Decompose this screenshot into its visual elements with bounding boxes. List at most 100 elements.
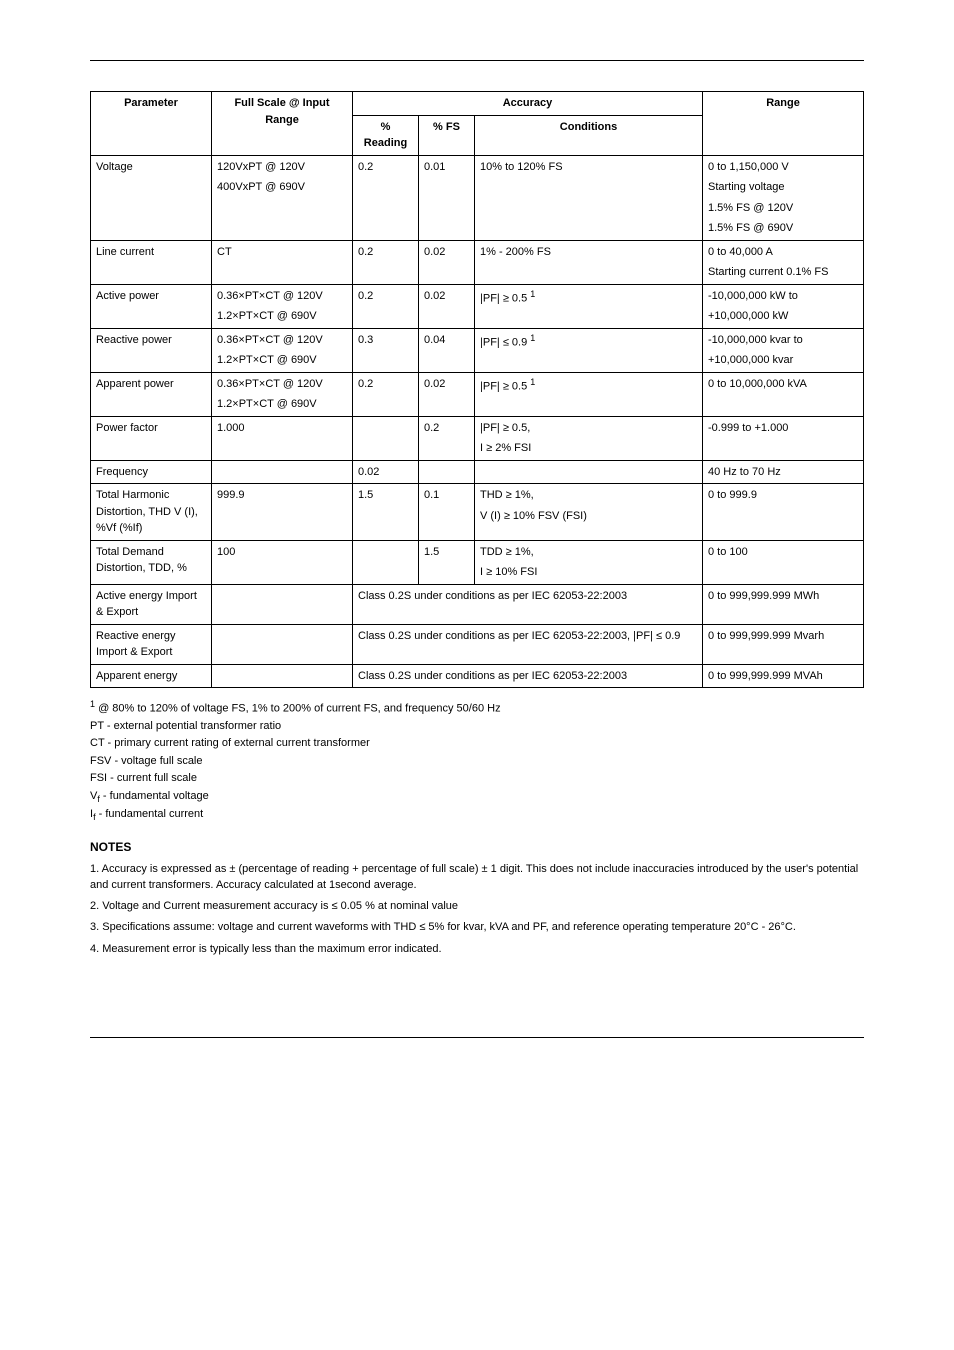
cell-pr: 0.02	[353, 460, 419, 484]
cond-line: TDD ≥ 1%,	[480, 544, 697, 561]
cell-pfs: 0.02	[419, 284, 475, 328]
fs-line: 400VxPT @ 690V	[217, 179, 347, 196]
cell-pr: 0.2	[353, 155, 419, 240]
cell-range: -0.999 to +1.000	[703, 416, 864, 460]
cell-fs	[212, 664, 353, 688]
cell-range: 0 to 999,999.999 MVAh	[703, 664, 864, 688]
cell-pr: 0.2	[353, 240, 419, 284]
row-active-power: Active power 0.36×PT×CT @ 120V 1.2×PT×CT…	[91, 284, 864, 328]
cell-fs: 0.36×PT×CT @ 120V 1.2×PT×CT @ 690V	[212, 372, 353, 416]
cell-fs: 120VxPT @ 120V 400VxPT @ 690V	[212, 155, 353, 240]
range-line: Starting current 0.1% FS	[708, 264, 858, 281]
cell-pr	[353, 540, 419, 584]
cell-fs: CT	[212, 240, 353, 284]
row-line-current: Line current CT 0.2 0.02 1% - 200% FS 0 …	[91, 240, 864, 284]
cell-param: Reactive energy Import & Export	[91, 624, 212, 664]
cell-fs: 999.9	[212, 484, 353, 541]
row-voltage: Voltage 120VxPT @ 120V 400VxPT @ 690V 0.…	[91, 155, 864, 240]
fs-line: 0.36×PT×CT @ 120V	[217, 376, 347, 393]
cell-range: 0 to 10,000,000 kVA	[703, 372, 864, 416]
cond-line: THD ≥ 1%,	[480, 487, 697, 504]
notes-heading: NOTES	[90, 840, 864, 854]
th-pct-reading: % Reading	[353, 115, 419, 155]
footnote-fsi: FSI - current full scale	[90, 771, 864, 786]
cell-cond	[475, 460, 703, 484]
cell-pfs: 0.02	[419, 372, 475, 416]
cell-cond: |PF| ≥ 0.5, I ≥ 2% FSI	[475, 416, 703, 460]
footnote-text: - fundamental current	[96, 808, 204, 820]
cell-param: Total Harmonic Distortion, THD V (I), %V…	[91, 484, 212, 541]
footnotes: 1 @ 80% to 120% of voltage FS, 1% to 200…	[90, 698, 864, 824]
row-reactive-energy: Reactive energy Import & Export Class 0.…	[91, 624, 864, 664]
cell-param: Active energy Import & Export	[91, 584, 212, 624]
cell-cond: 10% to 120% FS	[475, 155, 703, 240]
cell-fs: 100	[212, 540, 353, 584]
cell-param: Reactive power	[91, 328, 212, 372]
cell-fs	[212, 624, 353, 664]
note-4: 4. Measurement error is typically less t…	[90, 942, 864, 957]
notes-section: NOTES 1. Accuracy is expressed as ± (per…	[90, 840, 864, 957]
footnote-1: 1 @ 80% to 120% of voltage FS, 1% to 200…	[90, 698, 864, 717]
cell-acc: Class 0.2S under conditions as per IEC 6…	[353, 624, 703, 664]
sup-1: 1	[530, 333, 535, 343]
cell-range: 0 to 999.9	[703, 484, 864, 541]
row-power-factor: Power factor 1.000 0.2 |PF| ≥ 0.5, I ≥ 2…	[91, 416, 864, 460]
cell-pr: 0.2	[353, 372, 419, 416]
cell-cond: 1% - 200% FS	[475, 240, 703, 284]
cell-range: -10,000,000 kW to +10,000,000 kW	[703, 284, 864, 328]
cell-param: Apparent energy	[91, 664, 212, 688]
note-3: 3. Specifications assume: voltage and cu…	[90, 920, 864, 935]
cell-param: Active power	[91, 284, 212, 328]
cell-fs: 0.36×PT×CT @ 120V 1.2×PT×CT @ 690V	[212, 328, 353, 372]
cell-pfs: 0.02	[419, 240, 475, 284]
cond-text: |PF| ≥ 0.5	[480, 292, 530, 304]
range-line: -10,000,000 kW to	[708, 288, 858, 305]
cell-range: 0 to 999,999.999 MWh	[703, 584, 864, 624]
range-line: 1.5% FS @ 690V	[708, 220, 858, 237]
cond-line: I ≥ 10% FSI	[480, 564, 697, 581]
cell-pr: 0.2	[353, 284, 419, 328]
cell-range: 0 to 999,999.999 Mvarh	[703, 624, 864, 664]
range-line: -10,000,000 kvar to	[708, 332, 858, 349]
row-thd: Total Harmonic Distortion, THD V (I), %V…	[91, 484, 864, 541]
row-reactive-power: Reactive power 0.36×PT×CT @ 120V 1.2×PT×…	[91, 328, 864, 372]
cell-cond: THD ≥ 1%, V (I) ≥ 10% FSV (FSI)	[475, 484, 703, 541]
row-frequency: Frequency 0.02 40 Hz to 70 Hz	[91, 460, 864, 484]
spec-table: Parameter Full Scale @ Input Range Accur…	[90, 91, 864, 688]
sup-1: 1	[530, 289, 535, 299]
range-line: 0 to 1,150,000 V	[708, 159, 858, 176]
range-line: 0 to 40,000 A	[708, 244, 858, 261]
cell-param: Voltage	[91, 155, 212, 240]
th-accuracy: Accuracy	[353, 92, 703, 116]
cell-cond: |PF| ≥ 0.5 1	[475, 284, 703, 328]
footnote-fsv: FSV - voltage full scale	[90, 754, 864, 769]
note-1: 1. Accuracy is expressed as ± (percentag…	[90, 862, 864, 893]
cell-pfs	[419, 460, 475, 484]
th-range: Range	[703, 92, 864, 156]
cell-cond: TDD ≥ 1%, I ≥ 10% FSI	[475, 540, 703, 584]
cond-line: |PF| ≥ 0.5,	[480, 420, 697, 437]
cell-pr: 0.3	[353, 328, 419, 372]
cell-acc: Class 0.2S under conditions as per IEC 6…	[353, 664, 703, 688]
note-2: 2. Voltage and Current measurement accur…	[90, 899, 864, 914]
cond-text: |PF| ≥ 0.5	[480, 380, 530, 392]
footnote-text: - fundamental voltage	[100, 790, 209, 802]
footnote-vf: Vf - fundamental voltage	[90, 789, 864, 806]
row-active-energy: Active energy Import & Export Class 0.2S…	[91, 584, 864, 624]
row-apparent-energy: Apparent energy Class 0.2S under conditi…	[91, 664, 864, 688]
cell-fs	[212, 584, 353, 624]
cell-fs: 0.36×PT×CT @ 120V 1.2×PT×CT @ 690V	[212, 284, 353, 328]
fs-line: 1.2×PT×CT @ 690V	[217, 352, 347, 369]
cond-text: |PF| ≤ 0.9	[480, 336, 530, 348]
th-conditions: Conditions	[475, 115, 703, 155]
fs-line: 1.2×PT×CT @ 690V	[217, 308, 347, 325]
fs-line: 0.36×PT×CT @ 120V	[217, 332, 347, 349]
cell-range: -10,000,000 kvar to +10,000,000 kvar	[703, 328, 864, 372]
cell-pfs: 0.2	[419, 416, 475, 460]
cell-fs	[212, 460, 353, 484]
cell-param: Total Demand Distortion, TDD, %	[91, 540, 212, 584]
footnote-if: If - fundamental current	[90, 807, 864, 824]
cell-pr	[353, 416, 419, 460]
cell-pfs: 0.01	[419, 155, 475, 240]
cell-pfs: 1.5	[419, 540, 475, 584]
